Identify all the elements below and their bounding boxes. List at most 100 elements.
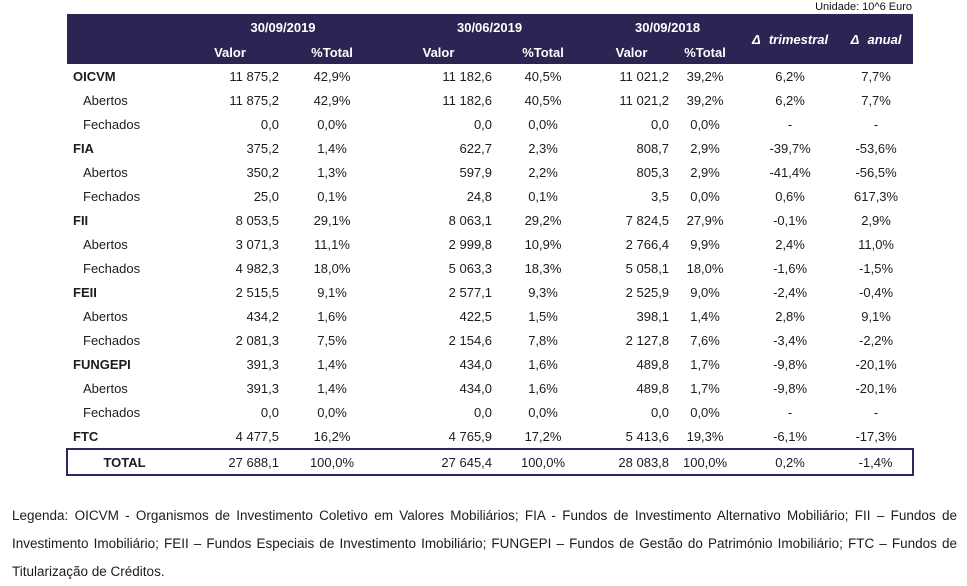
delta-cell: -20,1% [855, 356, 897, 372]
valor-cell: 0,0 [260, 404, 279, 420]
delta-cell: -1,5% [859, 260, 894, 276]
valor-cell: 805,3 [636, 164, 670, 180]
pct-cell: 9,9% [690, 236, 720, 252]
row-label: Abertos [83, 164, 128, 180]
delta-cell: -3,4% [773, 332, 808, 348]
pct-cell: 9,3% [528, 284, 558, 300]
pct-cell: 11,1% [314, 236, 350, 252]
delta-cell: 9,1% [861, 308, 891, 324]
pct-cell: 0,0% [690, 404, 720, 420]
valor-cell: 11 182,6 [442, 92, 493, 108]
pct-cell: 19,3% [686, 428, 724, 444]
valor-cell: 434,2 [246, 308, 279, 324]
delta-cell: -17,3% [855, 428, 897, 444]
pct-cell: 18,0% [313, 260, 351, 276]
legend-text: Legenda: OICVM - Organismos de Investime… [12, 507, 957, 579]
delta-cell: 2,8% [775, 308, 805, 324]
pct-cell: 1,6% [317, 308, 347, 324]
pct-cell: 16,2% [313, 428, 351, 444]
valor-cell: 422,5 [459, 308, 493, 324]
pct-cell: 2,9% [690, 164, 720, 180]
pct-cell: 27,9% [686, 212, 724, 228]
valor-cell: 25,0 [253, 188, 279, 204]
pct-cell: 2,9% [690, 140, 720, 156]
row-label: Fechados [83, 332, 141, 348]
table-row: Fechados 0,0 0,0% 0,0 0,0% 0,0 0,0% - - [67, 112, 913, 136]
pct-cell: 39,2% [686, 68, 724, 84]
valor-cell: 2 081,3 [235, 332, 279, 348]
valor-cell: 398,1 [636, 308, 670, 324]
valor-cell: 0,0 [650, 116, 670, 132]
table-body: OICVM 11 875,2 42,9% 11 182,6 40,5% 11 0… [67, 64, 913, 449]
row-label: FII [73, 212, 89, 228]
pct-cell: 0,0% [317, 404, 347, 420]
table-row: Fechados 25,0 0,1% 24,8 0,1% 3,5 0,0% 0,… [67, 184, 913, 208]
row-label: FIA [73, 140, 94, 156]
total-label: TOTAL [66, 448, 181, 476]
delta-cell: -0,1% [773, 212, 808, 228]
delta-cell: -1,6% [773, 260, 808, 276]
valor-cell: 5 413,6 [625, 428, 670, 444]
delta-cell: -53,6% [855, 140, 897, 156]
unit-label: Unidade: 10^6 Euro [815, 1, 912, 13]
period-header: 30/09/2018 [594, 14, 742, 40]
pct-cell: 7,6% [690, 332, 720, 348]
valor-cell: 391,3 [246, 356, 279, 372]
row-label: FTC [73, 428, 99, 444]
pct-cell: 10,9% [524, 236, 562, 252]
delta-cell: -41,4% [769, 164, 811, 180]
valor-cell: 2 525,9 [625, 284, 670, 300]
pct-cell: 1,7% [690, 380, 720, 396]
valor-cell: 0,0 [650, 404, 670, 420]
pct-cell: 0,0% [317, 116, 347, 132]
valor-cell: 11 182,6 [442, 68, 493, 84]
valor-cell: 4 982,3 [235, 260, 279, 276]
valor-cell: 375,2 [246, 140, 279, 156]
delta-cell: 6,2% [775, 92, 805, 108]
pct-cell: 100,0% [669, 448, 742, 476]
delta-cell: 7,7% [861, 92, 891, 108]
pct-cell: 0,0% [528, 116, 558, 132]
valor-cell: 8 063,1 [448, 212, 493, 228]
valor-cell: 434,0 [459, 380, 493, 396]
pct-cell: 1,4% [317, 140, 347, 156]
valor-cell: 3 071,3 [235, 236, 279, 252]
row-label: Fechados [83, 404, 141, 420]
table-row: FII 8 053,5 29,1% 8 063,1 29,2% 7 824,5 … [67, 208, 913, 232]
valor-cell: 28 083,8 [594, 448, 670, 476]
valor-cell: 11 875,2 [229, 68, 279, 84]
valor-cell: 2 154,6 [448, 332, 493, 348]
pct-cell: 29,2% [524, 212, 562, 228]
valor-cell: 5 063,3 [448, 260, 493, 276]
valor-cell: 0,0 [473, 116, 493, 132]
pct-cell: 0,0% [690, 188, 720, 204]
valor-cell: 3,5 [650, 188, 670, 204]
valor-cell: 434,0 [459, 356, 493, 372]
pct-cell: 29,1% [313, 212, 351, 228]
delta-cell: 0,2% [741, 448, 840, 476]
valor-cell: 622,7 [459, 140, 493, 156]
delta-cell: -9,8% [773, 380, 808, 396]
row-label: Fechados [83, 260, 141, 276]
funds-table: 30/09/2019 30/06/2019 30/09/2018 Δ trime… [66, 14, 915, 476]
pct-cell: 0,0% [528, 404, 558, 420]
delta-cell: 0,6% [775, 188, 805, 204]
pct-cell: 2,2% [528, 164, 558, 180]
delta-cell: - [787, 116, 793, 132]
row-label: OICVM [73, 68, 116, 84]
valor-header: Valor [181, 40, 279, 64]
table-row: FIA 375,2 1,4% 622,7 2,3% 808,7 2,9% -39… [67, 136, 913, 160]
valor-cell: 2 766,4 [625, 236, 670, 252]
period-header: 30/09/2019 [181, 14, 386, 40]
pct-cell: 0,1% [317, 188, 347, 204]
delta-cell: -56,5% [855, 164, 897, 180]
delta-cell: - [873, 116, 879, 132]
pct-cell: 0,1% [528, 188, 558, 204]
table-row: Fechados 2 081,3 7,5% 2 154,6 7,8% 2 127… [67, 328, 913, 352]
pct-cell: 0,0% [690, 116, 720, 132]
valor-cell: 8 053,5 [235, 212, 279, 228]
valor-cell: 597,9 [459, 164, 493, 180]
delta-cell: -39,7% [769, 140, 811, 156]
pct-cell: 1,6% [528, 380, 558, 396]
pct-cell: 42,9% [313, 68, 351, 84]
